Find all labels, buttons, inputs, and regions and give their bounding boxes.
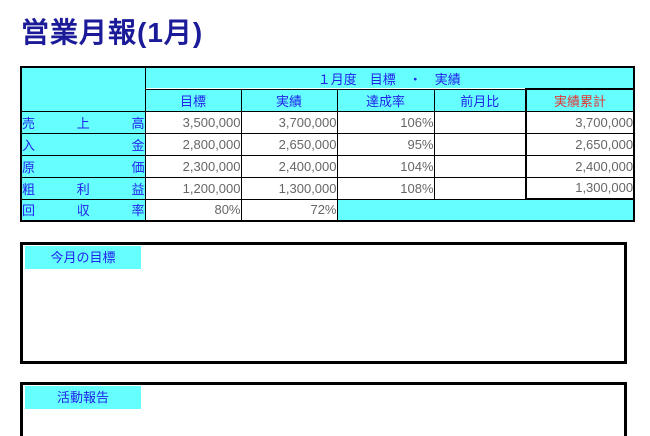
row-label-gross-profit: 粗 利 益 [20,176,146,200]
cell-sales-actual[interactable]: 3,700,000 [240,110,338,134]
row-label-deposit: 入 金 [20,132,146,156]
page-title: 営業月報(1月) [21,17,204,48]
row-label-cost: 原 価 [20,154,146,178]
cell-gross-profit-cumulative[interactable]: 1,300,000 [524,176,635,200]
cell-deposit-prev[interactable] [433,132,527,156]
goal-section-label: 今月の目標 [25,246,141,269]
table-header-row-2: 目標 実績 達成率 前月比 実績累計 [21,88,635,112]
table-row-gross-profit: 粗 利 益 1,200,000 1,300,000 108% 1,300,000 [20,176,635,200]
cell-cost-actual[interactable]: 2,400,000 [240,154,338,178]
cell-collection-filler [336,198,635,222]
results-table: １月度 目標 ・ 実績 目標 実績 達成率 前月比 実績累計 売 上 高 3,5… [20,66,636,222]
cell-sales-cumulative[interactable]: 3,700,000 [524,110,635,134]
cell-deposit-cumulative[interactable]: 2,650,000 [524,132,635,156]
goal-section: 今月の目標 [20,242,627,364]
table-row-collection-rate: 回 収 率 80% 72% [20,198,635,222]
col-header-rate: 達成率 [336,88,435,112]
table-corner-cell [20,66,146,112]
col-header-prev-month: 前月比 [433,88,527,112]
cell-gross-profit-actual[interactable]: 1,300,000 [240,176,338,200]
cell-collection-goal[interactable]: 80% [144,198,242,222]
cell-cost-rate[interactable]: 104% [336,154,435,178]
col-header-actual: 実績 [240,88,338,112]
cell-collection-actual[interactable]: 72% [240,198,338,222]
table-header-row-1: １月度 目標 ・ 実績 [20,66,635,112]
cell-sales-rate[interactable]: 106% [336,110,435,134]
cell-cost-prev[interactable] [433,154,527,178]
cell-cost-cumulative[interactable]: 2,400,000 [524,154,635,178]
cell-gross-profit-prev[interactable] [433,176,527,200]
table-row-deposit: 入 金 2,800,000 2,650,000 95% 2,650,000 [20,132,635,156]
activity-report-content[interactable] [25,411,622,436]
cell-sales-prev[interactable] [433,110,527,134]
cell-gross-profit-rate[interactable]: 108% [336,176,435,200]
col-header-goal: 目標 [144,88,242,112]
table-row-sales: 売 上 高 3,500,000 3,700,000 106% 3,700,000 [20,110,635,134]
cell-deposit-rate[interactable]: 95% [336,132,435,156]
activity-report-section: 活動報告 [20,382,627,436]
cell-deposit-goal[interactable]: 2,800,000 [144,132,242,156]
table-row-cost: 原 価 2,300,000 2,400,000 104% 2,400,000 [20,154,635,178]
col-header-cumulative: 実績累計 [524,88,635,112]
cell-deposit-actual[interactable]: 2,650,000 [240,132,338,156]
cell-gross-profit-goal[interactable]: 1,200,000 [144,176,242,200]
cell-cost-goal[interactable]: 2,300,000 [144,154,242,178]
cell-sales-goal[interactable]: 3,500,000 [144,110,242,134]
table-period-header: １月度 目標 ・ 実績 [144,66,635,90]
row-label-collection-rate: 回 収 率 [20,198,146,222]
activity-report-label: 活動報告 [25,386,141,409]
row-label-sales: 売 上 高 [20,110,146,134]
goal-section-content[interactable] [25,271,622,359]
